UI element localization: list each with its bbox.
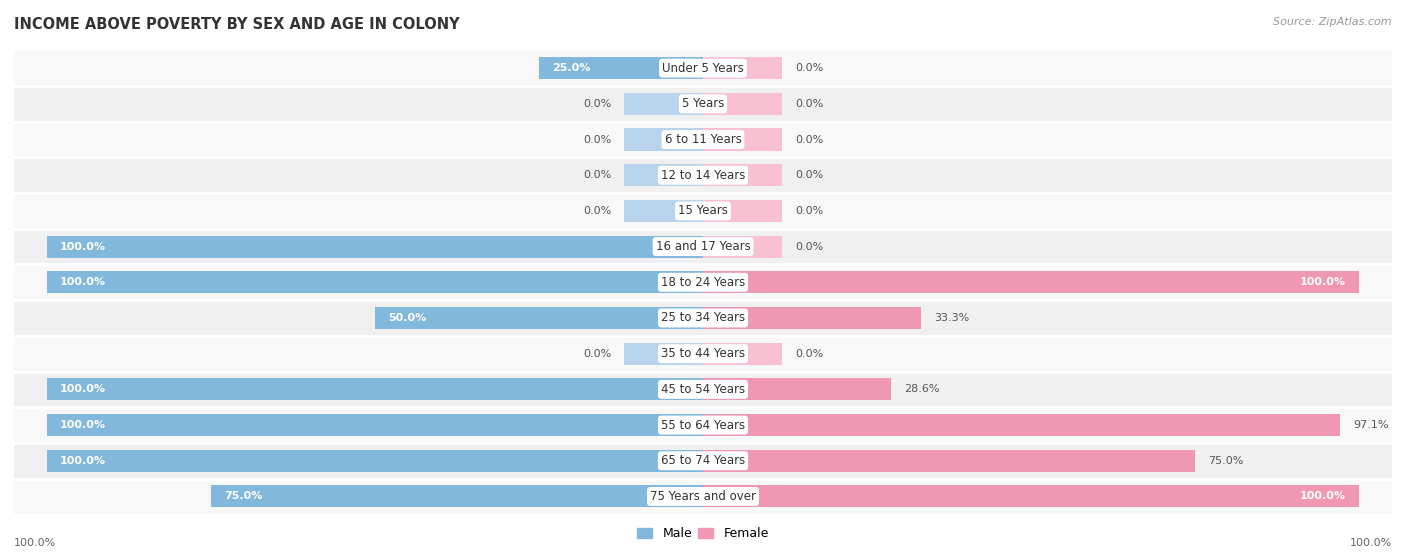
Text: 97.1%: 97.1% [1353,420,1389,430]
Text: 28.6%: 28.6% [904,385,939,394]
Text: Source: ZipAtlas.com: Source: ZipAtlas.com [1274,17,1392,27]
Bar [538,57,703,79]
Text: 100.0%: 100.0% [1301,491,1346,501]
Text: 5 Years: 5 Years [682,97,724,110]
Bar [46,235,703,258]
Text: 55 to 64 Years: 55 to 64 Years [661,419,745,432]
Bar [703,93,782,115]
Bar [703,378,890,400]
Bar [46,378,703,400]
Text: 50.0%: 50.0% [388,313,426,323]
Text: 100.0%: 100.0% [14,538,56,548]
Text: 33.3%: 33.3% [935,313,970,323]
Bar [703,414,1340,436]
Text: 0.0%: 0.0% [794,135,823,145]
Bar [624,164,703,186]
Text: 35 to 44 Years: 35 to 44 Years [661,347,745,360]
Text: 0.0%: 0.0% [794,63,823,73]
Text: 75.0%: 75.0% [1208,456,1243,466]
Legend: Male, Female: Male, Female [633,522,773,545]
FancyBboxPatch shape [14,86,1392,122]
Text: 0.0%: 0.0% [794,241,823,252]
Text: 0.0%: 0.0% [583,170,612,180]
Bar [703,57,782,79]
Bar [703,343,782,364]
Bar [624,129,703,150]
Text: 25.0%: 25.0% [553,63,591,73]
FancyBboxPatch shape [14,193,1392,229]
FancyBboxPatch shape [14,300,1392,336]
Text: 100.0%: 100.0% [60,385,105,394]
Bar [703,271,1360,293]
Bar [46,449,703,472]
Text: Under 5 Years: Under 5 Years [662,61,744,75]
Bar [375,307,703,329]
FancyBboxPatch shape [14,229,1392,264]
Bar [624,200,703,222]
Bar [211,485,703,508]
Bar [703,485,1360,508]
FancyBboxPatch shape [14,122,1392,158]
Text: 100.0%: 100.0% [60,277,105,287]
Text: 75 Years and over: 75 Years and over [650,490,756,503]
Text: 75.0%: 75.0% [224,491,263,501]
FancyBboxPatch shape [14,158,1392,193]
Bar [703,164,782,186]
Text: 15 Years: 15 Years [678,205,728,217]
Text: 0.0%: 0.0% [794,170,823,180]
Bar [46,414,703,436]
Text: 0.0%: 0.0% [583,99,612,109]
Text: INCOME ABOVE POVERTY BY SEX AND AGE IN COLONY: INCOME ABOVE POVERTY BY SEX AND AGE IN C… [14,17,460,32]
FancyBboxPatch shape [14,479,1392,514]
Text: 0.0%: 0.0% [794,206,823,216]
Bar [624,93,703,115]
Text: 25 to 34 Years: 25 to 34 Years [661,311,745,324]
Text: 0.0%: 0.0% [583,135,612,145]
Bar [703,307,921,329]
FancyBboxPatch shape [14,336,1392,372]
Text: 0.0%: 0.0% [794,99,823,109]
FancyBboxPatch shape [14,407,1392,443]
Text: 100.0%: 100.0% [60,241,105,252]
Text: 0.0%: 0.0% [794,349,823,359]
FancyBboxPatch shape [14,443,1392,479]
Text: 0.0%: 0.0% [583,206,612,216]
Text: 100.0%: 100.0% [1301,277,1346,287]
Bar [624,343,703,364]
Text: 65 to 74 Years: 65 to 74 Years [661,454,745,467]
Text: 16 and 17 Years: 16 and 17 Years [655,240,751,253]
Text: 100.0%: 100.0% [1350,538,1392,548]
Text: 12 to 14 Years: 12 to 14 Years [661,169,745,182]
Bar [46,271,703,293]
Text: 100.0%: 100.0% [60,420,105,430]
Bar [703,235,782,258]
Bar [703,200,782,222]
Text: 45 to 54 Years: 45 to 54 Years [661,383,745,396]
FancyBboxPatch shape [14,264,1392,300]
Text: 6 to 11 Years: 6 to 11 Years [665,133,741,146]
Text: 0.0%: 0.0% [583,349,612,359]
FancyBboxPatch shape [14,50,1392,86]
Text: 18 to 24 Years: 18 to 24 Years [661,276,745,289]
Bar [703,449,1195,472]
Text: 100.0%: 100.0% [60,456,105,466]
Bar [703,129,782,150]
FancyBboxPatch shape [14,372,1392,407]
